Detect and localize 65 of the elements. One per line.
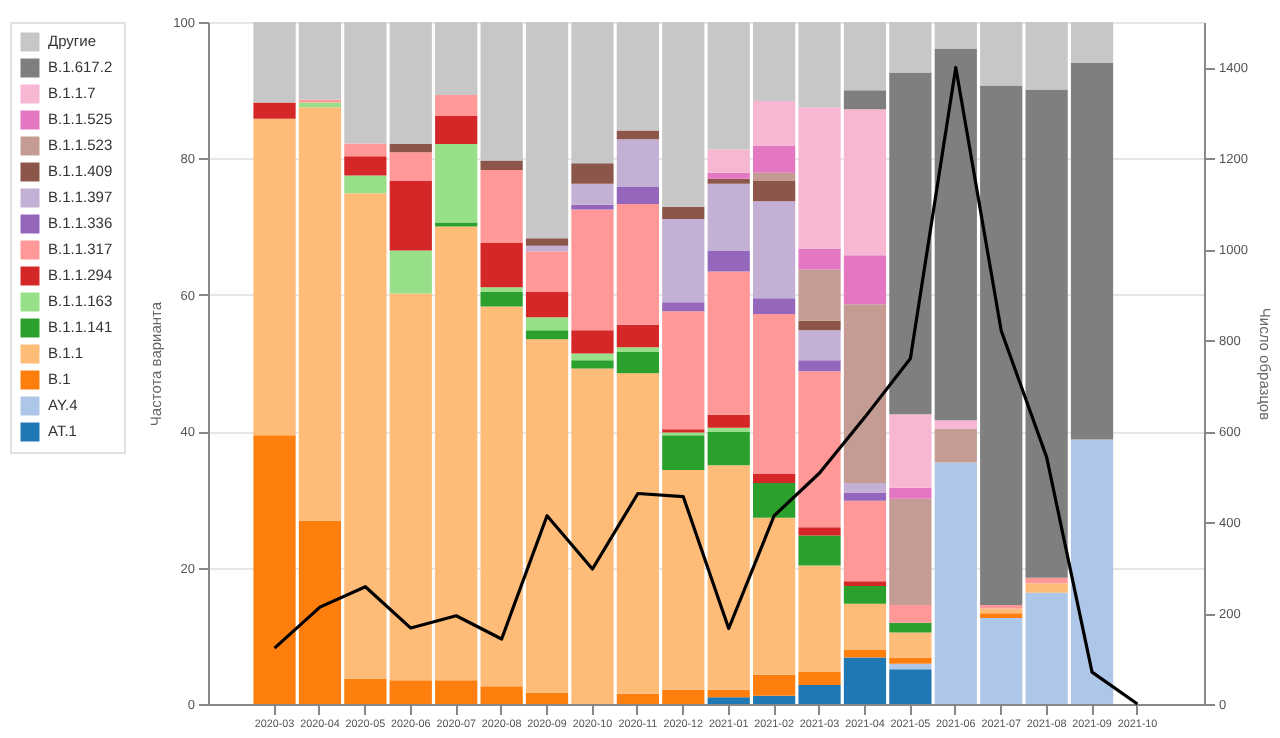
bar (616, 347, 659, 353)
bar (389, 250, 432, 294)
bar (435, 144, 478, 223)
bar (753, 145, 796, 173)
bar (480, 287, 523, 293)
bar (843, 483, 887, 493)
bar (707, 172, 750, 179)
bar (344, 143, 387, 157)
bar (662, 435, 705, 471)
bar (525, 330, 569, 340)
bar (1025, 577, 1068, 584)
bar (889, 487, 932, 499)
bar (753, 483, 796, 518)
bar (480, 242, 523, 288)
bar (616, 130, 659, 140)
bar (480, 169, 523, 243)
bar (662, 302, 705, 312)
bar (707, 431, 750, 466)
bar (843, 492, 887, 501)
bar (753, 172, 796, 181)
bar (253, 102, 296, 119)
bar (1025, 583, 1068, 593)
bar (616, 187, 659, 205)
bar (798, 320, 841, 331)
bar (843, 650, 887, 658)
bar (934, 420, 977, 429)
bar (707, 250, 750, 272)
bar (571, 163, 614, 184)
bar (753, 298, 796, 314)
bar (525, 245, 569, 252)
bar (707, 149, 750, 173)
bar (525, 292, 569, 318)
bar (662, 206, 705, 220)
bar (889, 498, 932, 606)
bar (344, 156, 387, 176)
bar (525, 238, 569, 246)
bar (798, 360, 841, 372)
bar (753, 473, 796, 484)
bar (662, 219, 705, 303)
bar (889, 657, 932, 664)
bar (435, 94, 478, 117)
bar (435, 116, 478, 145)
bar (344, 175, 387, 194)
bar (480, 160, 523, 170)
bar (889, 663, 932, 670)
bar (389, 144, 432, 153)
bar (889, 605, 932, 623)
bar (889, 414, 932, 488)
bar (798, 330, 841, 361)
bar (980, 613, 1023, 619)
bar (525, 317, 569, 331)
bar (571, 353, 614, 361)
bar (571, 204, 614, 210)
line-series (272, 65, 1140, 706)
bar (798, 527, 841, 536)
bar (889, 622, 932, 633)
bar (389, 152, 432, 181)
bar (480, 292, 523, 307)
bar (707, 414, 750, 428)
bar (798, 535, 841, 566)
bar (934, 428, 977, 463)
bar (298, 102, 342, 108)
bar (843, 586, 887, 604)
bar (843, 581, 887, 587)
bar (389, 180, 432, 251)
